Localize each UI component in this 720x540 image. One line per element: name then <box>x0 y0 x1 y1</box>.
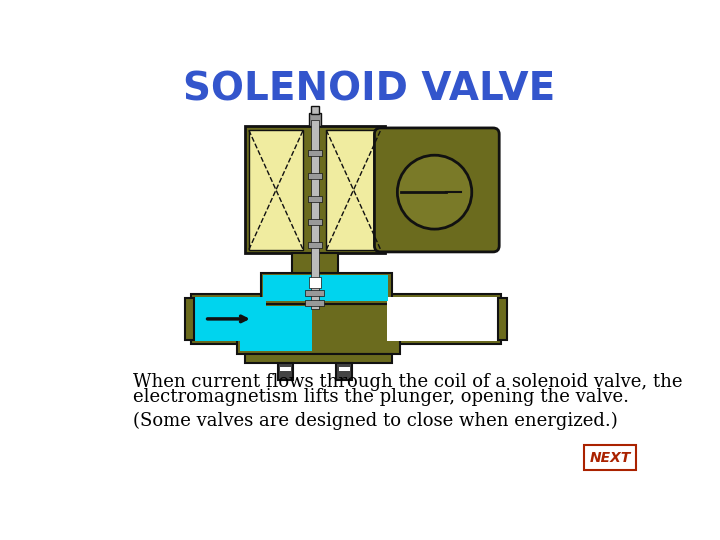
Bar <box>311 120 319 309</box>
Bar <box>184 298 194 340</box>
Bar <box>305 289 324 296</box>
Bar <box>238 303 400 354</box>
Bar <box>387 296 498 341</box>
Text: electromagnetism lifts the plunger, opening the valve.: electromagnetism lifts the plunger, open… <box>132 388 629 407</box>
Bar <box>261 273 392 303</box>
Text: NEXT: NEXT <box>590 450 631 464</box>
Bar <box>309 112 321 126</box>
FancyBboxPatch shape <box>374 128 499 252</box>
Polygon shape <box>249 130 303 249</box>
Bar <box>307 150 322 156</box>
Bar <box>307 173 322 179</box>
Bar <box>307 219 322 225</box>
Bar <box>384 294 500 343</box>
Bar <box>339 367 350 372</box>
Text: SOLENOID VALVE: SOLENOID VALVE <box>183 70 555 109</box>
Bar <box>240 306 312 351</box>
Bar <box>498 298 507 340</box>
FancyBboxPatch shape <box>585 445 636 470</box>
Bar <box>277 363 293 380</box>
Bar <box>263 275 312 301</box>
Bar <box>319 275 388 301</box>
Polygon shape <box>326 130 381 249</box>
Bar <box>292 253 338 284</box>
Bar <box>193 296 266 341</box>
Bar <box>307 195 322 202</box>
Bar <box>191 294 269 343</box>
Bar <box>305 300 324 306</box>
Bar <box>336 363 352 380</box>
Bar <box>307 242 322 248</box>
Bar <box>245 354 392 363</box>
Text: (Some valves are designed to close when energized.): (Some valves are designed to close when … <box>132 411 617 430</box>
Bar <box>311 106 319 114</box>
Bar <box>309 276 321 288</box>
Circle shape <box>397 155 472 229</box>
Bar <box>245 126 384 253</box>
Bar <box>280 367 291 372</box>
Text: When current flows through the coil of a solenoid valve, the: When current flows through the coil of a… <box>132 373 682 391</box>
